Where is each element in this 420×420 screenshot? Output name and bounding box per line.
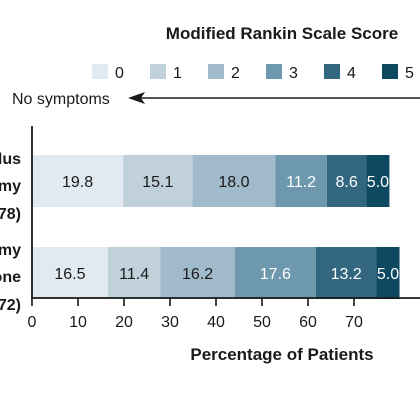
data-label-g1-s5: 5.0 bbox=[367, 174, 389, 191]
x-tick-label-70: 70 bbox=[345, 314, 363, 331]
group-label-2-line-1: my bbox=[0, 242, 21, 259]
data-label-g2-s3: 17.6 bbox=[260, 266, 291, 283]
x-tick-label-0: 0 bbox=[28, 314, 37, 331]
x-axis-label: Percentage of Patients bbox=[190, 345, 373, 364]
legend-swatch-4 bbox=[324, 64, 340, 79]
legend-swatch-5 bbox=[382, 64, 398, 79]
group-labels: lus my 78) my one 72) bbox=[0, 151, 21, 314]
no-symptoms-label: No symptoms bbox=[12, 91, 110, 108]
legend-label-2: 2 bbox=[231, 65, 240, 82]
data-label-g2-s2: 16.2 bbox=[182, 266, 213, 283]
data-label-g1-s2: 18.0 bbox=[218, 174, 249, 191]
bar-segment-g1-s2 bbox=[192, 155, 276, 207]
legend-swatch-0 bbox=[92, 64, 108, 79]
data-label-g1-s0: 19.8 bbox=[62, 174, 93, 191]
bar-segment-g1-s0 bbox=[32, 155, 124, 207]
bar-segment-g2-s5 bbox=[376, 247, 400, 299]
bar-segment-g1-s3 bbox=[275, 155, 327, 207]
bar-segment-g2-s3 bbox=[234, 247, 316, 299]
bar-segment-g1-s5 bbox=[366, 155, 390, 207]
x-tick-label-10: 10 bbox=[69, 314, 87, 331]
legend-swatch-3 bbox=[266, 64, 282, 79]
legend-swatch-2 bbox=[208, 64, 224, 79]
group-label-2-line-3: 72) bbox=[0, 297, 21, 314]
group-label-2-line-2: one bbox=[0, 269, 21, 286]
group-label-1-line-2: my bbox=[0, 178, 21, 195]
x-tick-label-50: 50 bbox=[253, 314, 271, 331]
no-symptoms-annotation: No symptoms bbox=[12, 91, 420, 108]
group-label-1-line-1: lus bbox=[0, 151, 21, 168]
x-tick-label-20: 20 bbox=[115, 314, 133, 331]
data-label-g1-s4: 8.6 bbox=[336, 174, 358, 191]
bar-segment-g1-s4 bbox=[326, 155, 367, 207]
legend-swatch-1 bbox=[150, 64, 166, 79]
data-label-g1-s3: 11.2 bbox=[286, 174, 316, 191]
bar-segment-g1-s1 bbox=[123, 155, 193, 207]
x-axis-ticks: 0 10 20 30 40 50 60 70 bbox=[28, 298, 363, 331]
x-tick-label-40: 40 bbox=[207, 314, 225, 331]
x-tick-label-30: 30 bbox=[161, 314, 179, 331]
data-label-g2-s5: 5.0 bbox=[377, 266, 399, 283]
bar-segment-g2-s1 bbox=[107, 247, 161, 299]
bar-segment-g2-s2 bbox=[160, 247, 235, 299]
data-label-g2-s1: 11.4 bbox=[119, 266, 149, 283]
legend-title: Modified Rankin Scale Score bbox=[166, 24, 398, 43]
legend: 0 1 2 3 4 5 bbox=[92, 64, 414, 82]
legend-label-4: 4 bbox=[347, 65, 356, 82]
data-label-g2-s0: 16.5 bbox=[54, 266, 85, 283]
data-label-g2-s4: 13.2 bbox=[331, 266, 362, 283]
data-label-g1-s1: 15.1 bbox=[142, 174, 173, 191]
legend-label-0: 0 bbox=[115, 65, 124, 82]
bar-segment-g2-s0 bbox=[32, 247, 108, 299]
x-tick-label-60: 60 bbox=[299, 314, 317, 331]
legend-label-3: 3 bbox=[289, 65, 298, 82]
legend-label-5: 5 bbox=[405, 65, 414, 82]
legend-label-1: 1 bbox=[173, 65, 182, 82]
arrow-left-icon bbox=[128, 92, 145, 104]
bars: 19.8 15.1 18.0 11.2 8.6 5.0 16.5 11.4 16.2 17.6 13… bbox=[32, 155, 400, 299]
group-label-1-line-3: 78) bbox=[0, 206, 21, 223]
bar-segment-g2-s4 bbox=[315, 247, 377, 299]
